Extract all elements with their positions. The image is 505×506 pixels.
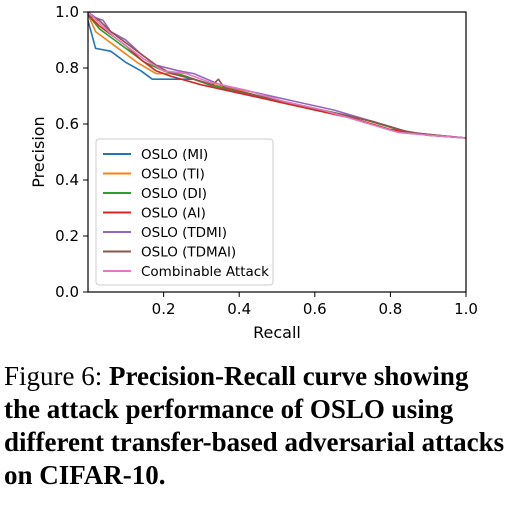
- series-line-4: [87, 11, 467, 139]
- x-tick-label: 0.6: [303, 300, 327, 318]
- precision-recall-chart: 0.2 0.4 0.6 0.8 1.0 0.0 0.2 0.4 0.6 0.8 1.0 Recal…: [29, 3, 478, 342]
- series-line-1: [87, 14, 467, 139]
- legend-entry-1: OSLO (TI): [141, 167, 205, 183]
- series-line-2: [87, 14, 467, 139]
- legend-entry-3: OSLO (AI): [141, 206, 206, 222]
- x-axis-ticks: 0.2 0.4 0.6 0.8 1.0: [152, 292, 478, 318]
- legend-entry-6: Combinable Attack: [141, 264, 269, 280]
- y-tick-label: 0.2: [55, 227, 79, 245]
- series-line-5: [87, 14, 467, 139]
- legend-entry-0: OSLO (MI): [141, 147, 208, 163]
- plot-frame: [87, 11, 467, 293]
- legend-entry-2: OSLO (DI): [141, 186, 207, 202]
- x-tick-label: 0.2: [152, 300, 176, 318]
- legend-entry-5: OSLO (TDMAI): [141, 245, 236, 261]
- plot-lines: [87, 11, 467, 139]
- y-tick-label: 1.0: [55, 3, 79, 21]
- x-tick-label: 1.0: [454, 300, 478, 318]
- series-line-0: [87, 20, 467, 139]
- legend-entry-4: OSLO (TDMI): [141, 225, 227, 241]
- x-tick-label: 0.4: [227, 300, 251, 318]
- series-line-3: [87, 14, 467, 139]
- x-tick-label: 0.8: [378, 300, 402, 318]
- y-tick-label: 0.0: [55, 283, 79, 301]
- y-tick-label: 0.6: [55, 115, 79, 133]
- legend: OSLO (MI) OSLO (TI) OSLO (DI) OSLO (AI) OSLO…: [95, 138, 274, 286]
- y-axis-ticks: 0.0 0.2 0.4 0.6 0.8 1.0: [55, 3, 88, 301]
- x-axis-label: Recall: [253, 323, 301, 342]
- figure-caption: Figure 6: Precision-Recall curve showing…: [0, 360, 505, 492]
- y-tick-label: 0.8: [55, 59, 79, 77]
- y-axis-label: Precision: [29, 116, 48, 187]
- legend-box: [95, 138, 274, 286]
- y-tick-label: 0.4: [55, 171, 79, 189]
- series-line-6: [87, 11, 467, 139]
- caption-prefix: Figure 6:: [4, 361, 103, 391]
- caption-text: Precision-Recall curve showing the attac…: [4, 361, 505, 490]
